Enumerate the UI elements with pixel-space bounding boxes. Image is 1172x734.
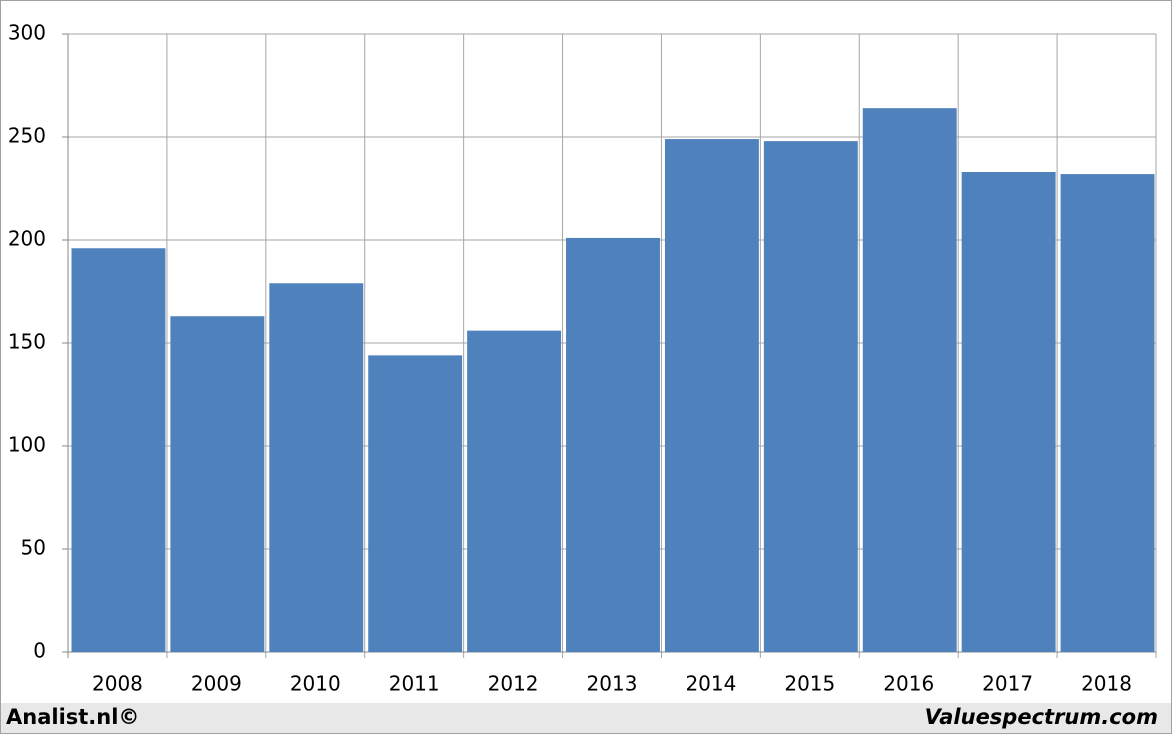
y-tick-label: 300	[8, 21, 46, 45]
x-tick-label: 2009	[191, 672, 242, 696]
bar	[170, 316, 265, 652]
x-tick-label: 2018	[1081, 672, 1132, 696]
y-tick-label: 0	[33, 639, 46, 663]
x-tick-label: 2015	[784, 672, 835, 696]
bar	[566, 237, 660, 652]
bar	[1060, 174, 1155, 652]
bar	[961, 172, 1056, 652]
x-tick-label: 2017	[982, 672, 1033, 696]
y-tick-label: 250	[8, 124, 46, 148]
y-tick-label: 100	[8, 433, 46, 457]
x-tick-label: 2012	[488, 672, 539, 696]
x-tick-label: 2014	[685, 672, 736, 696]
footer-band	[1, 703, 1171, 733]
x-tick-label: 2013	[587, 672, 638, 696]
y-tick-label: 150	[8, 330, 46, 354]
footer-left: Analist.nl©	[6, 705, 139, 729]
y-tick-label: 200	[8, 227, 46, 251]
bar	[763, 141, 858, 652]
x-tick-label: 2016	[883, 672, 934, 696]
bar	[467, 330, 562, 652]
footer-right: Valuespectrum.com	[925, 705, 1158, 729]
x-tick-label: 2011	[389, 672, 440, 696]
x-tick-label: 2008	[92, 672, 143, 696]
x-tick-label: 2010	[290, 672, 341, 696]
bar	[71, 248, 166, 653]
bar	[368, 355, 463, 652]
y-tick-label: 50	[21, 536, 46, 560]
bar	[664, 139, 759, 652]
bar	[862, 108, 957, 652]
bar	[269, 283, 364, 652]
